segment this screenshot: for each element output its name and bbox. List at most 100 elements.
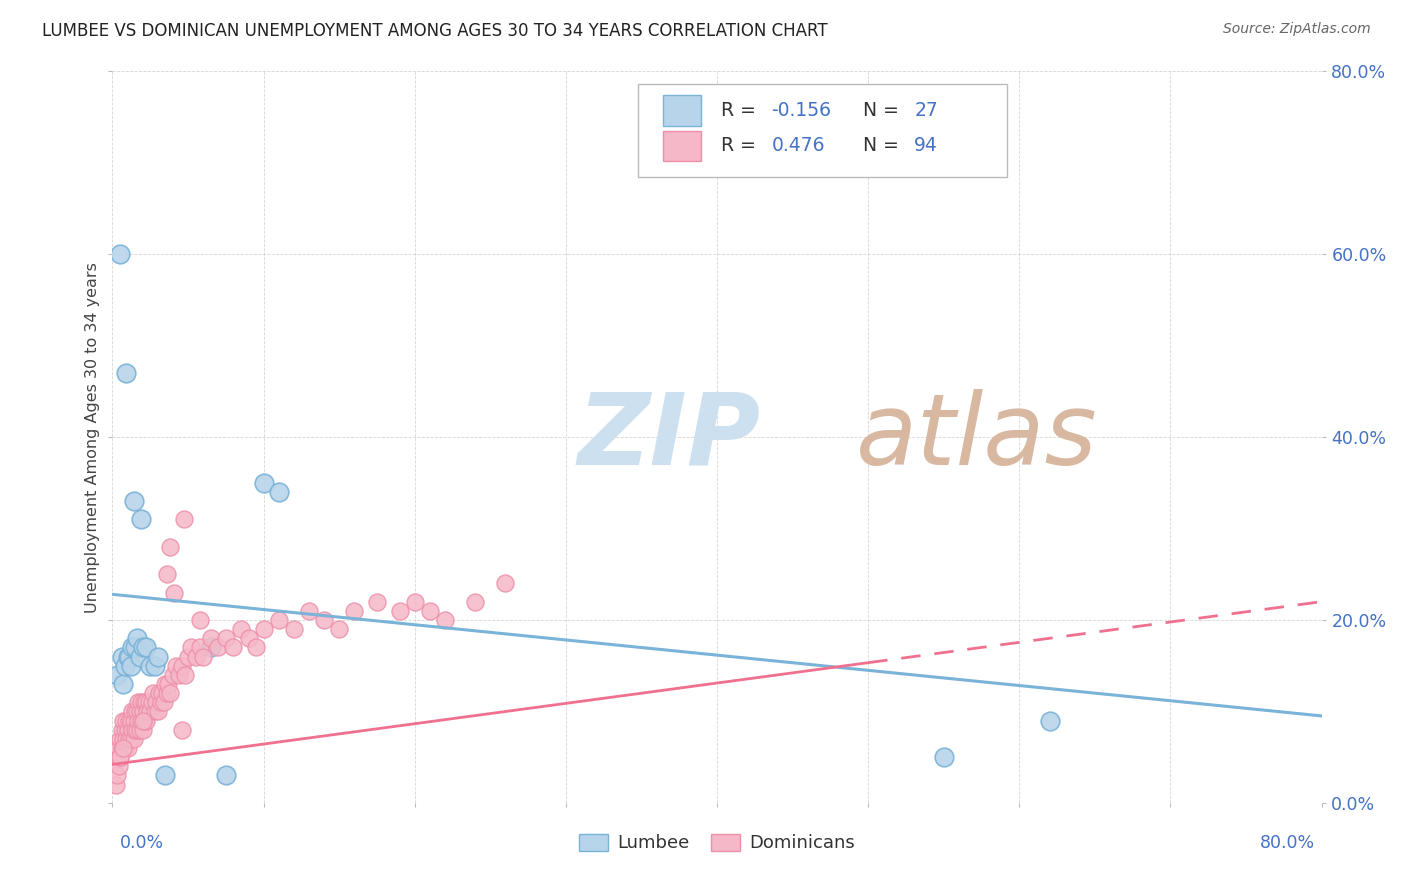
- Point: [267, 485, 290, 500]
- Point: [108, 750, 131, 764]
- Point: [162, 667, 184, 681]
- Point: [267, 613, 290, 627]
- Point: [314, 613, 336, 627]
- Point: [170, 658, 193, 673]
- Text: N =: N =: [863, 136, 905, 155]
- Point: [229, 622, 252, 636]
- Point: [366, 594, 388, 608]
- Point: [150, 686, 173, 700]
- Point: [132, 723, 155, 737]
- Point: [121, 640, 143, 655]
- Point: [142, 686, 165, 700]
- Point: [112, 677, 135, 691]
- Point: [112, 714, 135, 728]
- Point: [120, 658, 142, 673]
- Point: [112, 740, 135, 755]
- Point: [180, 640, 202, 655]
- Point: [110, 740, 132, 755]
- Point: [118, 714, 141, 728]
- Point: [184, 649, 207, 664]
- Point: [135, 695, 157, 709]
- Point: [115, 731, 138, 746]
- Point: [114, 723, 136, 737]
- FancyBboxPatch shape: [662, 95, 702, 127]
- Point: [128, 705, 150, 719]
- Point: [177, 649, 200, 664]
- Point: [170, 723, 193, 737]
- Point: [125, 705, 148, 719]
- Point: [104, 777, 127, 792]
- Point: [125, 632, 148, 646]
- Point: [163, 585, 186, 599]
- Point: [495, 576, 517, 591]
- Point: [136, 705, 159, 719]
- Point: [127, 714, 149, 728]
- Text: 94: 94: [914, 136, 938, 155]
- Point: [129, 512, 152, 526]
- FancyBboxPatch shape: [662, 130, 702, 161]
- Point: [120, 731, 142, 746]
- Point: [174, 667, 197, 681]
- Point: [207, 640, 229, 655]
- Point: [135, 714, 157, 728]
- Point: [105, 768, 128, 782]
- Text: 80.0%: 80.0%: [1260, 834, 1315, 852]
- Point: [115, 366, 138, 380]
- Point: [222, 640, 245, 655]
- Point: [159, 540, 181, 554]
- Point: [146, 649, 169, 664]
- Point: [114, 658, 136, 673]
- Point: [139, 658, 162, 673]
- Point: [121, 723, 143, 737]
- Point: [108, 731, 131, 746]
- Point: [107, 740, 129, 755]
- Point: [404, 594, 426, 608]
- Point: [118, 731, 141, 746]
- Point: [110, 723, 132, 737]
- Text: R =: R =: [721, 102, 762, 120]
- Point: [153, 695, 176, 709]
- Point: [165, 658, 187, 673]
- Point: [138, 695, 160, 709]
- Point: [155, 768, 177, 782]
- Point: [125, 723, 148, 737]
- Point: [215, 768, 238, 782]
- Point: [433, 613, 456, 627]
- Point: [107, 759, 129, 773]
- Point: [156, 567, 179, 582]
- Point: [191, 649, 214, 664]
- Legend: Lumbee, Dominicans: Lumbee, Dominicans: [572, 826, 862, 860]
- Point: [188, 640, 211, 655]
- Point: [122, 714, 145, 728]
- Point: [129, 714, 152, 728]
- Point: [200, 632, 222, 646]
- Point: [143, 658, 166, 673]
- Point: [159, 686, 181, 700]
- Point: [464, 594, 486, 608]
- Text: -0.156: -0.156: [772, 102, 831, 120]
- Point: [932, 750, 955, 764]
- Text: ZIP: ZIP: [578, 389, 761, 485]
- Text: 0.0%: 0.0%: [120, 834, 163, 852]
- Point: [215, 632, 238, 646]
- Point: [200, 640, 222, 655]
- Point: [146, 705, 169, 719]
- Point: [145, 695, 167, 709]
- Point: [120, 714, 142, 728]
- Point: [1038, 714, 1062, 728]
- Point: [388, 604, 411, 618]
- Point: [157, 677, 180, 691]
- Point: [129, 695, 152, 709]
- Point: [253, 622, 276, 636]
- Y-axis label: Unemployment Among Ages 30 to 34 years: Unemployment Among Ages 30 to 34 years: [84, 261, 100, 613]
- Point: [117, 649, 139, 664]
- Point: [343, 604, 366, 618]
- Point: [134, 695, 156, 709]
- Point: [132, 714, 155, 728]
- Point: [112, 731, 135, 746]
- Point: [127, 695, 149, 709]
- Point: [328, 622, 350, 636]
- Point: [298, 604, 321, 618]
- Point: [132, 705, 155, 719]
- Text: N =: N =: [863, 102, 905, 120]
